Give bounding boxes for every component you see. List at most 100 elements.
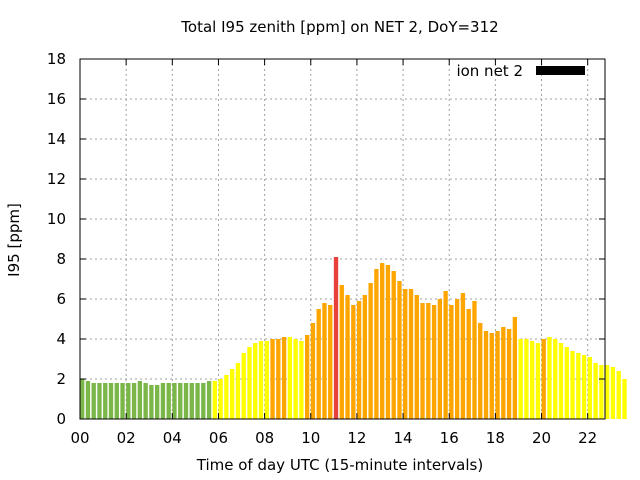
plot-frame bbox=[79, 58, 606, 420]
bar-yellow bbox=[593, 363, 598, 419]
bar-orange bbox=[351, 305, 356, 419]
bar-orange bbox=[512, 317, 518, 419]
axis-ticks bbox=[79, 58, 605, 420]
bar-green bbox=[206, 381, 212, 419]
bar-orange bbox=[328, 305, 333, 419]
bar-yellow bbox=[553, 339, 558, 419]
y-tick-label: 12 bbox=[47, 170, 66, 188]
x-tick-label: 02 bbox=[117, 429, 136, 447]
bar-green bbox=[97, 383, 102, 419]
bar-green bbox=[91, 383, 96, 419]
bar-orange bbox=[426, 303, 431, 419]
bar-orange bbox=[380, 263, 385, 419]
bar-yellow bbox=[524, 339, 529, 419]
bar-orange bbox=[270, 339, 275, 419]
bar-yellow bbox=[299, 341, 304, 419]
y-tick-label: 14 bbox=[47, 130, 66, 148]
bar-yellow bbox=[253, 343, 258, 419]
chart-title: Total I95 zenith [ppm] on NET 2, DoY=312 bbox=[180, 18, 498, 36]
bar-green bbox=[189, 383, 194, 419]
bar-yellow bbox=[547, 337, 552, 419]
bar-green bbox=[166, 383, 171, 419]
bar-orange bbox=[374, 269, 379, 419]
bar-orange bbox=[408, 289, 414, 419]
bar-yellow bbox=[581, 355, 587, 419]
bar-orange bbox=[541, 339, 546, 419]
bar-orange bbox=[455, 299, 460, 419]
y-tick-label: 8 bbox=[56, 250, 66, 268]
bar-orange bbox=[403, 289, 408, 419]
bar-green bbox=[149, 385, 154, 419]
bar-orange bbox=[466, 309, 471, 419]
x-tick-label: 14 bbox=[394, 429, 413, 447]
bar-yellow bbox=[610, 367, 616, 419]
bar-yellow bbox=[558, 343, 564, 419]
y-tick-label: 10 bbox=[47, 210, 66, 228]
bar-yellow bbox=[264, 341, 269, 419]
bar-yellow bbox=[258, 341, 264, 419]
bar-orange bbox=[391, 271, 396, 419]
bar-red bbox=[333, 257, 339, 419]
bar-yellow bbox=[622, 379, 627, 419]
bar-green bbox=[120, 383, 125, 419]
bar-orange bbox=[489, 333, 494, 419]
bar-orange bbox=[339, 285, 344, 419]
bar-orange bbox=[478, 323, 483, 419]
bar-green bbox=[143, 383, 148, 419]
y-tick-label: 2 bbox=[56, 370, 66, 388]
legend-swatch bbox=[536, 66, 585, 75]
y-tick-labels: 0 2 4 6 8 10 12 14 16 18 bbox=[47, 50, 66, 428]
bar-orange bbox=[472, 301, 477, 419]
bar-orange bbox=[356, 301, 362, 419]
bar-green bbox=[172, 383, 177, 419]
bar-orange bbox=[460, 293, 466, 419]
bar-orange bbox=[397, 281, 402, 419]
bar-orange bbox=[495, 331, 500, 419]
y-tick-label: 18 bbox=[47, 50, 66, 68]
bar-green bbox=[155, 385, 160, 419]
x-tick-label: 00 bbox=[70, 429, 89, 447]
x-tick-label: 22 bbox=[578, 429, 597, 447]
bar-yellow bbox=[564, 347, 569, 419]
bar-orange bbox=[310, 323, 316, 419]
bar-yellow bbox=[224, 375, 229, 419]
bar-orange bbox=[420, 303, 425, 419]
bar-green bbox=[201, 383, 206, 419]
bar-green bbox=[114, 383, 119, 419]
x-tick-label: 12 bbox=[347, 429, 366, 447]
bar-yellow bbox=[535, 343, 541, 419]
bar-orange bbox=[345, 295, 350, 419]
x-tick-label: 16 bbox=[440, 429, 459, 447]
bar-orange bbox=[501, 327, 506, 419]
legend-label: ion net 2 bbox=[456, 62, 523, 80]
bar-green bbox=[85, 381, 91, 419]
bar-yellow bbox=[518, 339, 523, 419]
bar-orange bbox=[362, 295, 368, 419]
bar-orange bbox=[281, 337, 287, 419]
bar-green bbox=[195, 383, 200, 419]
bar-orange bbox=[437, 299, 443, 419]
x-tick-label: 06 bbox=[209, 429, 228, 447]
x-tick-label: 18 bbox=[486, 429, 505, 447]
bar-orange bbox=[316, 309, 321, 419]
bar-orange bbox=[305, 335, 310, 419]
x-tick-label: 08 bbox=[255, 429, 274, 447]
bar-green bbox=[103, 383, 108, 419]
bar-yellow bbox=[230, 369, 235, 419]
bar-green bbox=[137, 381, 143, 419]
bar-orange bbox=[368, 283, 373, 419]
bar-orange bbox=[506, 329, 512, 419]
bar-green bbox=[80, 379, 85, 419]
bar-green bbox=[131, 383, 137, 419]
y-tick-label: 4 bbox=[56, 330, 66, 348]
bar-series bbox=[80, 257, 627, 419]
bar-yellow bbox=[587, 357, 593, 419]
y-tick-label: 0 bbox=[56, 410, 66, 428]
bar-orange bbox=[276, 339, 281, 419]
bar-yellow bbox=[247, 347, 252, 419]
x-tick-label: 20 bbox=[532, 429, 551, 447]
bar-yellow bbox=[605, 365, 610, 419]
bar-orange bbox=[385, 265, 391, 419]
bar-yellow bbox=[616, 371, 621, 419]
